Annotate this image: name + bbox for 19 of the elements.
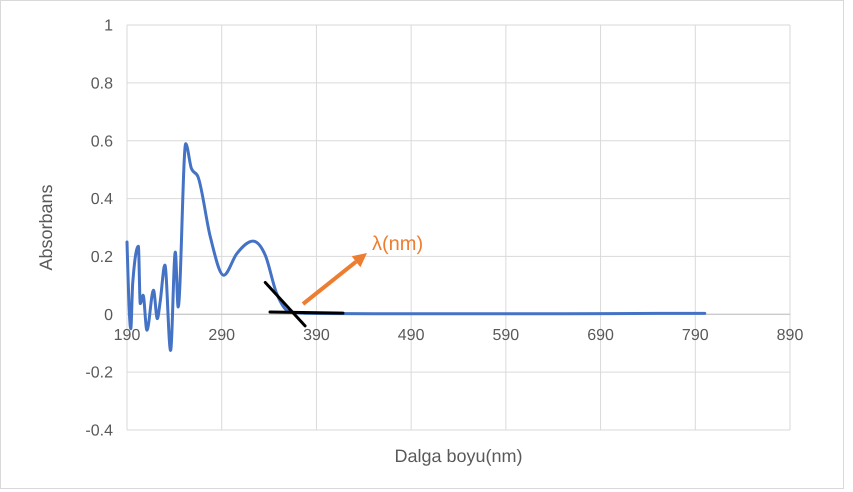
y-tick-label: -0.2 — [85, 364, 114, 382]
x-tick-label: 290 — [208, 326, 236, 344]
x-axis-title: Dalga boyu(nm) — [394, 446, 523, 466]
x-tick-label: 490 — [398, 326, 425, 344]
x-tick-label: 190 — [114, 326, 140, 344]
x-tick-label: 390 — [303, 326, 330, 344]
y-tick-label: 1 — [104, 18, 114, 35]
y-tick-label: 0.2 — [90, 249, 114, 266]
y-tick-label: 0.6 — [90, 133, 114, 150]
y-axis-title: Absorbans — [36, 184, 56, 271]
x-tick-label: 590 — [492, 326, 520, 344]
y-tick-label: -0.4 — [85, 422, 114, 440]
y-tick-label: 0.4 — [90, 191, 114, 208]
x-tick-label: 690 — [587, 326, 614, 344]
annotation: λ(nm) — [372, 233, 424, 255]
x-tick-label: 890 — [776, 326, 804, 344]
y-tick-label: 0 — [104, 306, 114, 324]
x-tick-label: 790 — [682, 326, 709, 344]
y-tick-label: 0.8 — [90, 75, 114, 92]
